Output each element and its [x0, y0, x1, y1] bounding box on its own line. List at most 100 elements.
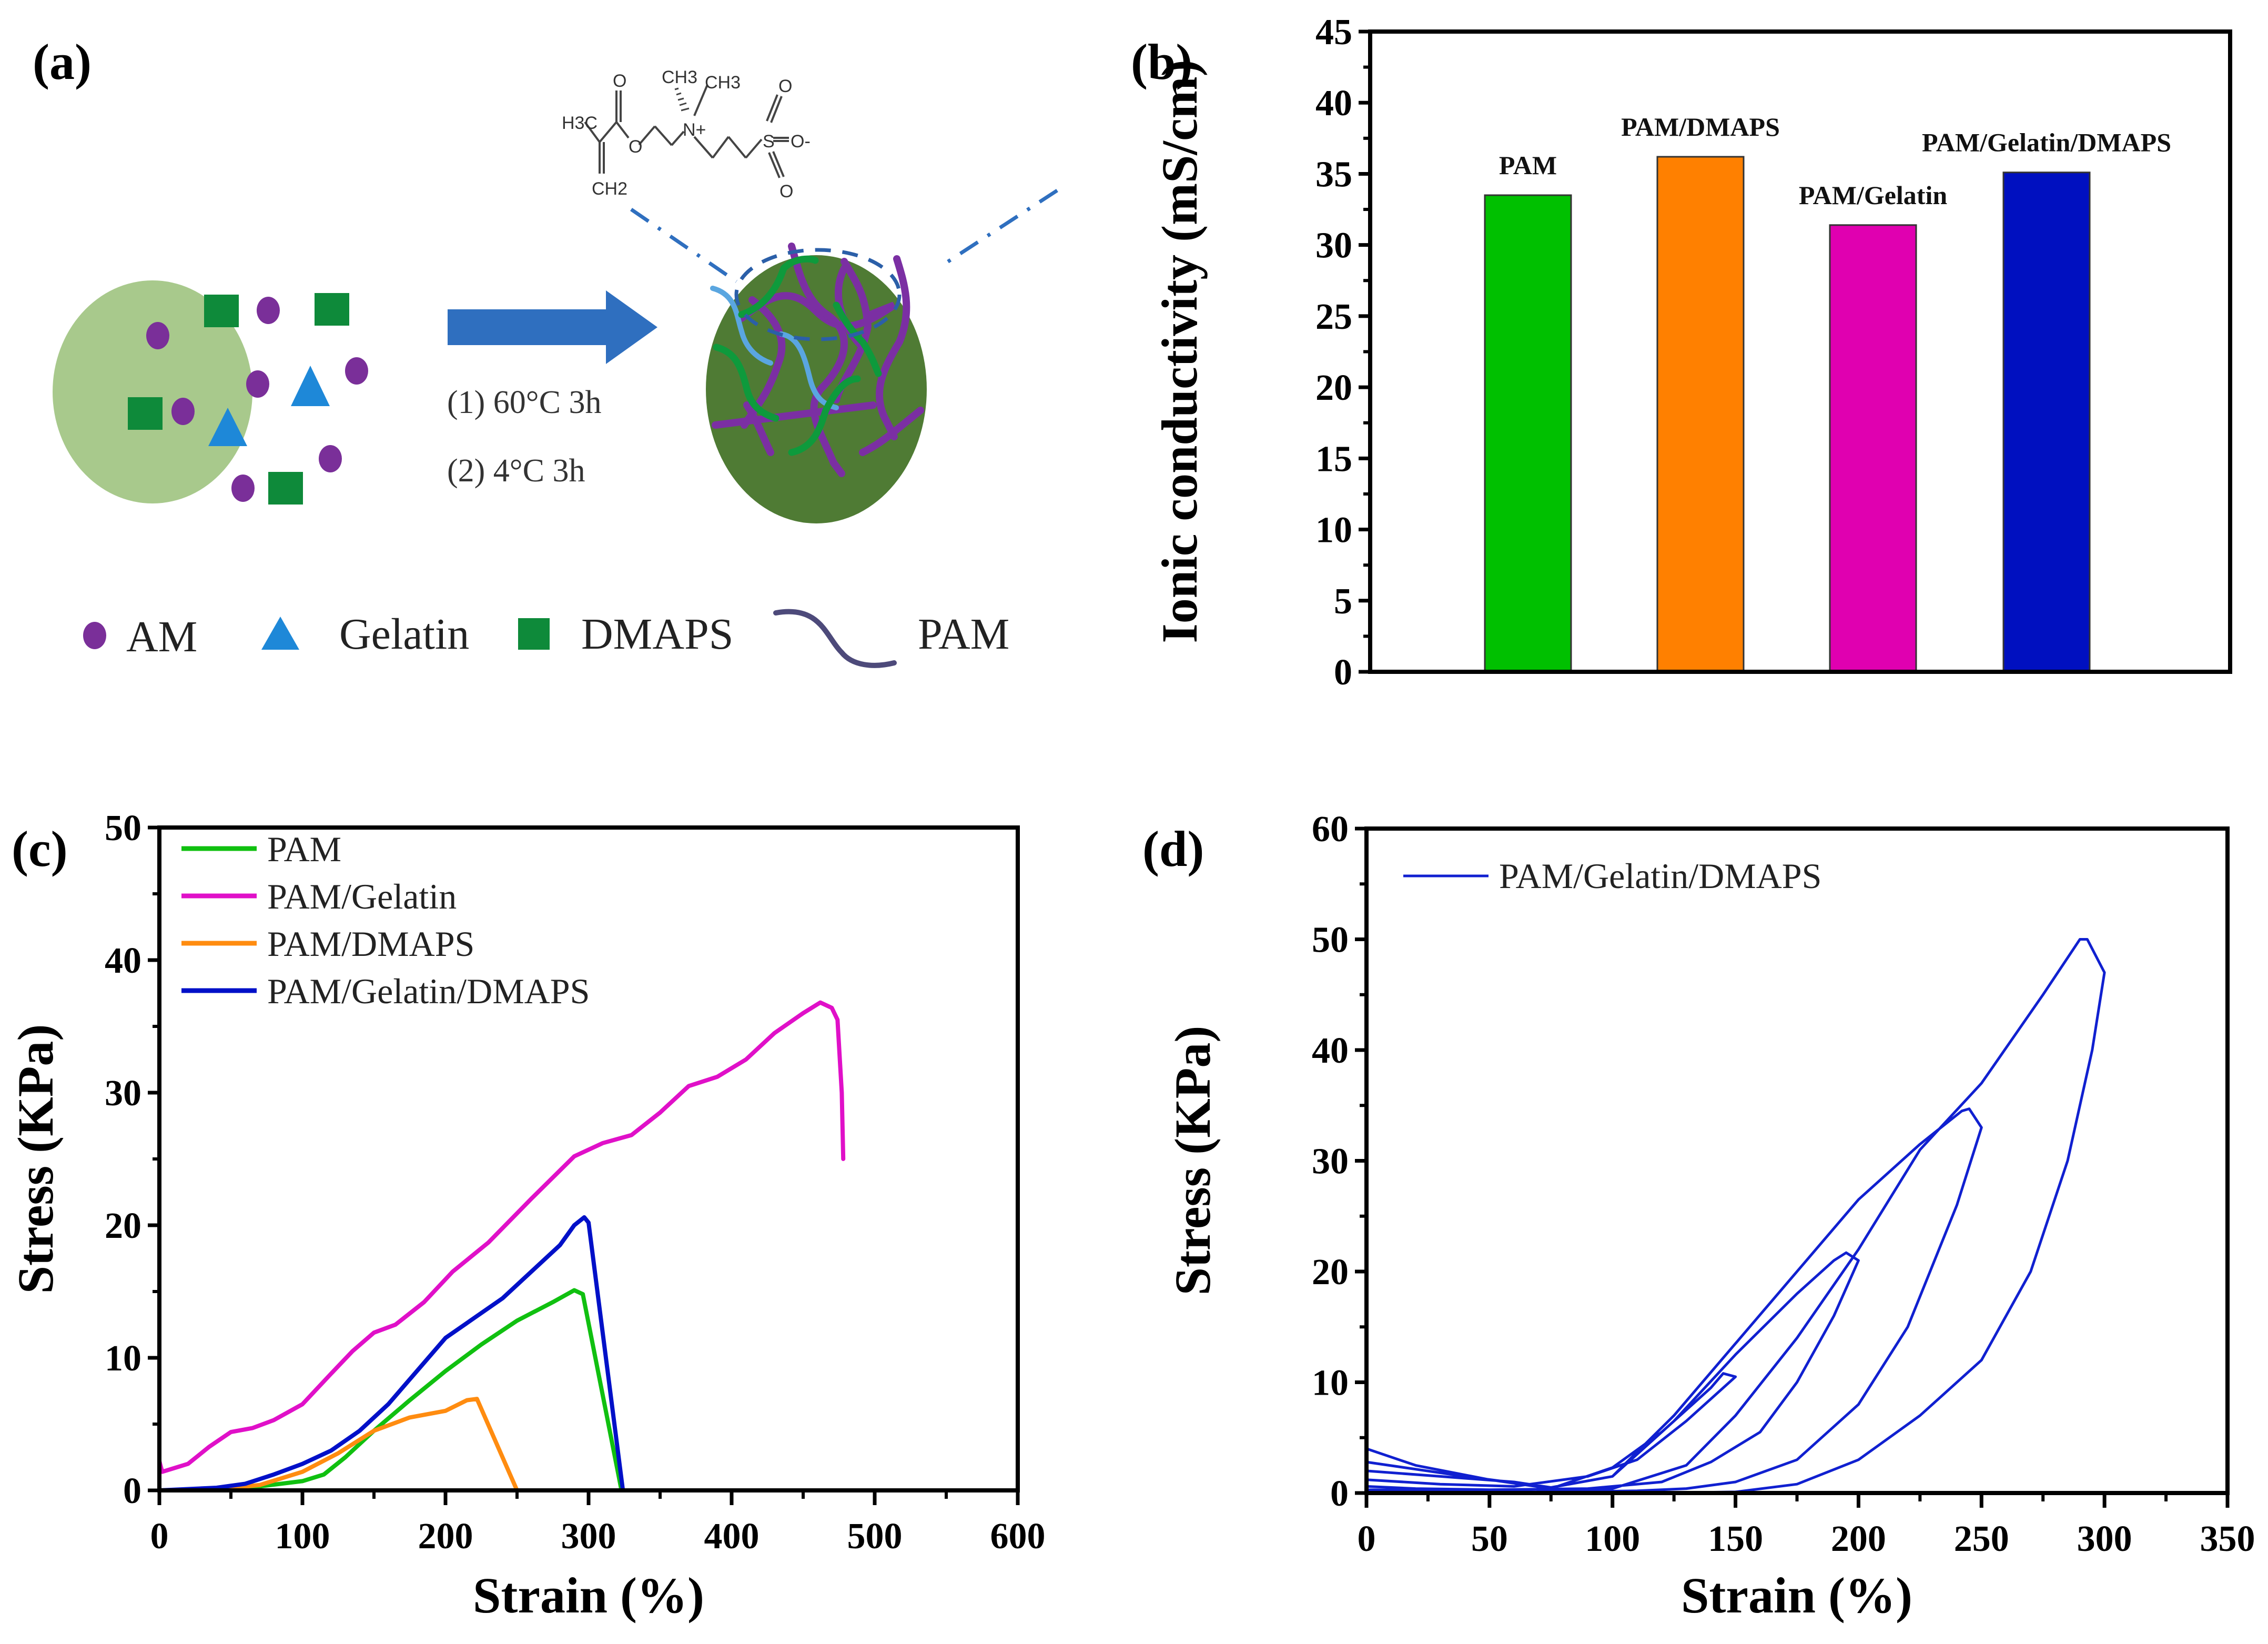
plot-frame	[1368, 29, 2232, 674]
y-tick-label: 20	[105, 1206, 141, 1246]
y-tick-label: 0	[123, 1471, 141, 1511]
legend-a-dmaps: DMAPS	[581, 610, 733, 659]
y-tick-label: 50	[105, 808, 141, 849]
bar-pam-gelatin	[1829, 224, 1917, 673]
atom-o-top: O	[778, 76, 792, 96]
plot-frame	[157, 825, 1020, 1492]
x-tick-label: 350	[2200, 1519, 2255, 1559]
dmaps-molecule	[584, 84, 789, 178]
legend-a-pam: PAM	[918, 610, 1009, 659]
zoom-guide-left	[630, 208, 737, 283]
am-legend-icon	[83, 622, 106, 649]
y-tick-label: 30	[1312, 1142, 1349, 1182]
zoom-region-dashed-circle	[734, 248, 902, 341]
y-tick-label: 45	[1315, 12, 1352, 53]
y-tick-label: 10	[1312, 1363, 1349, 1404]
bar-pam-dmaps	[1656, 156, 1745, 673]
x-tick-label: 50	[1471, 1519, 1508, 1559]
y-tick-label: 10	[105, 1338, 141, 1379]
y-tick-label: 20	[1315, 368, 1352, 408]
atom-s: S	[763, 132, 775, 152]
panel-label-d: (d)	[1142, 821, 1204, 877]
atom-n-plus: N+	[683, 120, 706, 140]
x-axis-title: Strain (%)	[473, 1567, 704, 1623]
bar-pam-gelatin-dmaps	[2002, 172, 2091, 673]
y-tick-label: 40	[1315, 83, 1352, 124]
y-tick-label: 30	[105, 1073, 141, 1114]
panel-label-b: (b)	[1131, 34, 1193, 90]
dmaps-hashed-bond	[674, 87, 690, 112]
y-axis-title: Stress (KPa)	[7, 1024, 64, 1294]
atom-o-carbonyl: O	[613, 71, 626, 91]
y-tick-label: 60	[1312, 809, 1349, 850]
x-tick-label: 100	[275, 1516, 330, 1557]
y-tick-label: 25	[1315, 297, 1352, 337]
legend-label: PAM	[267, 829, 341, 869]
x-axis-title: Strain (%)	[1681, 1567, 1912, 1623]
y-axis-title: Ionic conductivity (mS/cm)	[1151, 59, 1208, 643]
panel-label-c: (c)	[12, 821, 68, 877]
legend-label: PAM/Gelatin/DMAPS	[267, 971, 590, 1011]
x-tick-label: 600	[990, 1516, 1046, 1557]
legend-a: AM Gelatin DMAPS PAM	[83, 609, 1009, 668]
atom-ch3-b: CH3	[705, 73, 741, 93]
x-tick-label: 0	[1358, 1519, 1376, 1559]
bar-label: PAM/Gelatin	[1799, 180, 1948, 210]
plot-frame	[1364, 826, 2230, 1495]
bar-label: PAM/DMAPS	[1621, 112, 1780, 142]
bar-label: PAM	[1499, 150, 1557, 180]
x-tick-label: 400	[704, 1516, 760, 1557]
legend-a-am: AM	[126, 612, 197, 661]
dmaps-monomers	[128, 293, 349, 505]
series-line-pam-gelatin-dmaps	[157, 1215, 848, 1492]
precursor-solution-circle	[53, 280, 252, 503]
atom-o-ester: O	[629, 137, 642, 157]
y-tick-label: 0	[1334, 652, 1352, 693]
x-tick-label: 200	[418, 1516, 473, 1557]
x-tick-label: 300	[561, 1516, 616, 1557]
condition-step-1: (1) 60°C 3h	[447, 385, 601, 420]
x-tick-label: 250	[1954, 1519, 2009, 1559]
process-arrow-icon[interactable]	[448, 290, 657, 364]
schematic-diagram: H3C CH2 O O CH3 CH3 N+ S O O- O (1) 60°C…	[53, 67, 1058, 668]
ionic-conductivity-bar-chart: PAM PAM/DMAPS PAM/Gelatin PAM/Gelatin/DMAPS…	[1151, 12, 2232, 693]
am-monomers	[146, 297, 368, 502]
y-tick-label: 50	[1312, 920, 1349, 961]
series-line-pam-dmaps	[157, 1397, 624, 1492]
zoom-guide-right	[943, 189, 1058, 266]
x-tick-label: 100	[1585, 1519, 1640, 1559]
legend-label: PAM/Gelatin/DMAPS	[1499, 856, 1821, 896]
y-tick-label: 20	[1312, 1252, 1349, 1293]
y-tick-label: 35	[1315, 154, 1352, 195]
x-tick-label: 200	[1831, 1519, 1886, 1559]
x-tick-label: 0	[150, 1516, 169, 1557]
y-tick-label: 15	[1315, 439, 1352, 479]
x-tick-label: 300	[2077, 1519, 2132, 1559]
series-line-pam-gelatin-dmaps	[1365, 938, 2106, 1495]
pam-legend-icon	[773, 609, 897, 668]
y-tick-label: 10	[1315, 510, 1352, 551]
gelatin-legend-icon	[261, 617, 299, 650]
legend-label: PAM/Gelatin	[267, 876, 457, 916]
y-tick-label: 40	[1312, 1031, 1349, 1071]
x-tick-label: 150	[1708, 1519, 1763, 1559]
y-tick-label: 5	[1334, 581, 1352, 622]
atom-o-bottom: O	[779, 181, 793, 201]
series-line-pam	[157, 1288, 848, 1492]
atom-ch3-a: CH3	[662, 67, 697, 87]
condition-step-2: (2) 4°C 3h	[447, 453, 585, 489]
pam-chains	[712, 243, 924, 477]
x-tick-label: 500	[847, 1516, 903, 1557]
dmaps-legend-icon	[518, 618, 550, 650]
y-tick-label: 40	[105, 941, 141, 981]
series-line-pam-gelatin	[157, 1000, 846, 1474]
legend-label: PAM/DMAPS	[267, 924, 474, 964]
panel-label-a: (a)	[33, 34, 92, 90]
dmaps-chains	[713, 255, 882, 456]
atom-ch2: CH2	[592, 179, 627, 199]
y-tick-label: 0	[1330, 1474, 1349, 1514]
atom-o-minus: O-	[791, 132, 811, 152]
legend-a-gelatin: Gelatin	[339, 610, 469, 659]
bar-pam	[1484, 194, 1572, 673]
cyclic-loading-chart: 0 10 20 30 40 50 60 0 50 100 150 200 250 300 350 PAM/G…	[1165, 809, 2255, 1623]
